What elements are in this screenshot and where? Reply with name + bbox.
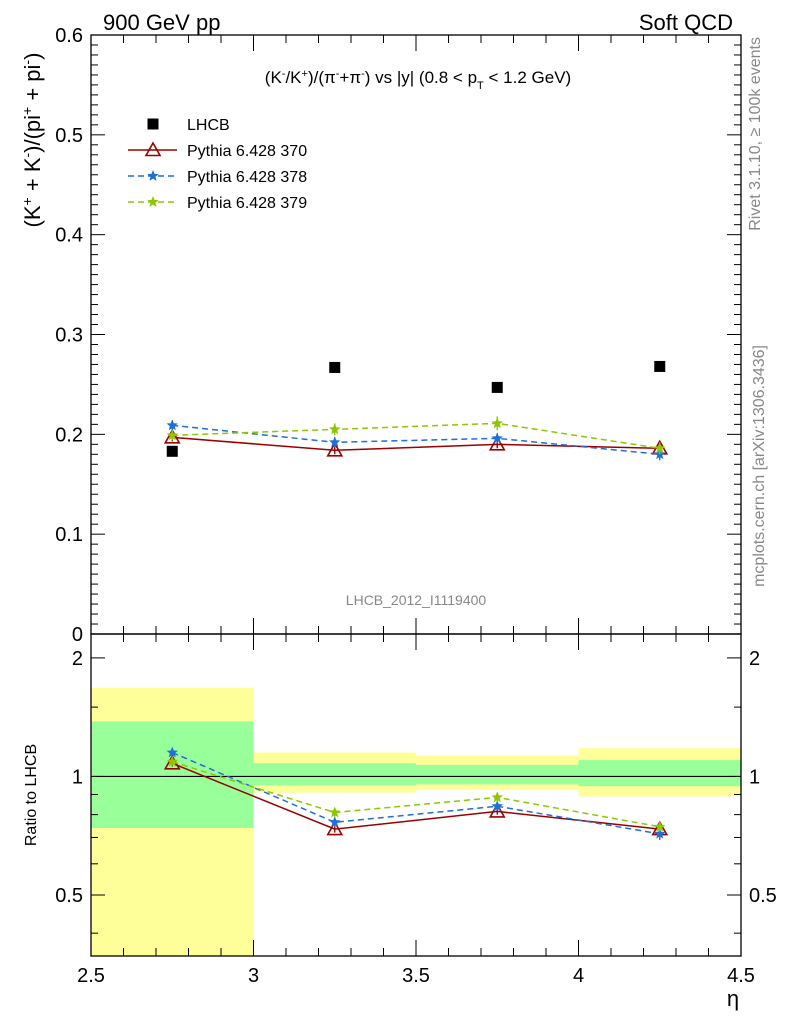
ratio-y-tick-label-right: 0.5 [749,885,777,907]
main-p378-point-1 [329,436,341,448]
ratio-band-inner-2 [416,764,579,785]
ratio-p379-point-2 [491,791,503,803]
legend-label-p378: Pythia 6.428 378 [187,169,307,186]
x-tick-label: 4 [573,965,584,987]
main-y-tick-label: 0.2 [55,424,83,446]
main-y-axis-label: (K+ + K-)/(pi+ + pi-) [19,53,45,228]
main-p370-line [172,436,660,452]
main-data-point-1 [329,361,341,373]
analysis-watermark: LHCB_2012_I1119400 [346,592,487,608]
legend-label-p370: Pythia 6.428 370 [187,143,307,160]
ratio-p370-point-1 [326,820,344,836]
main-y-tick-label: 0.4 [55,225,83,247]
main-p378-point-0 [166,419,178,431]
main-p378-line [172,424,660,456]
ratio-p370-point-2 [488,802,506,818]
x-tick-label: 3 [248,965,259,987]
ratio-p378-point-1 [329,816,341,828]
main-p370-point-0 [163,428,181,444]
main-title: (K-/K+)/(π-+π-) vs |y| (0.8 < pT < 1.2 G… [265,68,571,92]
main-y-tick-label: 0.6 [55,25,83,47]
main-y-tick-label: 0.1 [55,524,83,546]
main-data-point-2 [491,381,503,393]
ratio-p379-point-1 [329,806,341,818]
main-y-tick-label: 0 [72,624,83,646]
main-p379-point-0 [166,429,178,441]
legend-marker-p370 [144,141,162,157]
header-left-label: 900 GeV pp [103,10,220,35]
ratio-band-inner-0 [91,721,254,828]
ratio-p378-point-3 [654,827,666,839]
ratio-y-tick-label: 2 [72,648,83,670]
ratio-band-inner-3 [578,760,741,787]
main-y-tick-label: 0.3 [55,325,83,347]
ratio-p378-point-2 [491,800,503,812]
x-axis-label: η [727,986,739,1011]
ratio-y-axis-label: Ratio to LHCB [23,744,40,846]
axes-layer: 0 0.1 0.2 0.3 0.4 0.5 0.6 2.5 3 3.5 4 4.5 0.5 0.5 1 1 2 2 [55,25,777,987]
x-tick-label: 3.5 [402,965,430,987]
ratio-p378-point-0 [166,746,178,758]
rivet-version-label: Rivet 3.1.10, ≥ 100k events [747,37,764,231]
legend-label-p379: Pythia 6.428 379 [187,195,307,212]
x-tick-label: 4.5 [727,965,755,987]
ratio-y-tick-label-right: 2 [749,648,760,670]
main-p378-point-2 [491,432,503,444]
main-y-tick-label: 0.5 [55,125,83,147]
x-tick-label: 2.5 [77,965,105,987]
legend: LHCB Pythia 6.428 370 Pythia 6.428 378 Pyth… [128,117,307,212]
ratio-p379-line [172,760,660,828]
main-p379-line [172,422,660,450]
main-p379-point-2 [491,417,503,429]
legend-label-data: LHCB [187,117,230,134]
legend-marker-data [147,118,159,130]
legend-marker-p379 [147,196,159,207]
ratio-series-layer [163,746,669,840]
ratio-p379-point-0 [166,755,178,767]
main-p370-point-2 [488,435,506,451]
main-data-point-3 [654,360,666,372]
main-p379-point-3 [654,442,666,454]
main-p370-point-1 [326,441,344,457]
ratio-p379-point-3 [654,820,666,832]
ratio-uncertainty-bands [91,687,741,956]
mcplots-label: mcplots.cern.ch [arXiv:1306.3436] [751,345,768,587]
ratio-y-tick-label: 1 [72,766,83,788]
header-right-label: Soft QCD [639,10,733,35]
ratio-band-inner-1 [253,763,416,786]
main-data-point-0 [166,445,178,457]
ratio-y-tick-label-right: 1 [749,766,760,788]
ratio-y-tick-label: 0.5 [55,885,83,907]
ratio-p378-line [171,751,660,835]
main-series-layer [163,360,669,461]
main-p379-point-1 [329,423,341,435]
legend-marker-p378 [147,170,159,181]
